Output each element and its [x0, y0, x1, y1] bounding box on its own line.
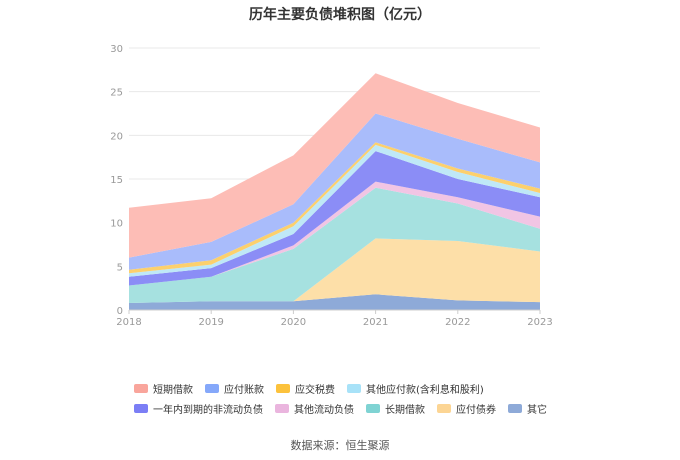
legend-label: 应付账款 — [224, 384, 264, 396]
y-tick-label: 10 — [110, 219, 123, 230]
y-tick-label: 5 — [117, 262, 123, 273]
legend-swatch — [437, 403, 451, 413]
legend-label: 应交税费 — [295, 384, 335, 396]
series-area-7 — [129, 113, 540, 270]
y-tick-label: 0 — [117, 306, 123, 317]
legend-item[interactable]: 其它 — [508, 401, 547, 416]
x-tick-label: 2018 — [116, 317, 141, 328]
legend-swatch — [275, 403, 289, 413]
x-tick-label: 2021 — [363, 317, 388, 328]
legend-label: 应付债券 — [456, 404, 496, 416]
legend-item[interactable]: 其他流动负债 — [275, 401, 354, 416]
axes: 0 5 10 15 20 25 30 2018 2019 2020 2021 2022 2023 — [110, 44, 552, 328]
legend-label: 其他应付款(含利息和股利) — [366, 384, 484, 396]
legend-row: 一年内到期的非流动负债 其他流动负债 长期借款 应付债券 其它 — [134, 398, 564, 418]
area-series — [129, 73, 540, 310]
legend-label: 其他流动负债 — [294, 404, 354, 416]
legend-swatch — [134, 383, 148, 393]
y-tick-label: 15 — [110, 175, 123, 186]
legend-item[interactable]: 应交税费 — [276, 381, 335, 396]
x-tick-label: 2019 — [198, 317, 223, 328]
legend-swatch — [347, 383, 361, 393]
data-source-note: 数据来源：恒生聚源 — [290, 439, 390, 452]
series-area-8 — [129, 73, 540, 258]
y-tick-label: 30 — [110, 44, 123, 55]
legend-swatch — [276, 383, 290, 393]
legend-item[interactable]: 一年内到期的非流动负债 — [134, 401, 263, 416]
series-area-4 — [129, 151, 540, 286]
legend-item[interactable]: 其他应付款(含利息和股利) — [347, 381, 484, 396]
legend-item[interactable]: 应付账款 — [205, 381, 264, 396]
series-area-0 — [129, 294, 540, 310]
legend-swatch — [134, 403, 148, 413]
legend-row: 短期借款 应付账款 应交税费 其他应付款(含利息和股利) — [134, 378, 564, 398]
legend-item[interactable]: 长期借款 — [366, 401, 425, 416]
legend-swatch — [205, 383, 219, 393]
legend-item[interactable]: 应付债券 — [437, 401, 496, 416]
y-tick-label: 25 — [110, 88, 123, 99]
legend-item[interactable]: 短期借款 — [134, 381, 193, 396]
x-tick-label: 2022 — [445, 317, 470, 328]
legend-label: 其它 — [527, 404, 547, 416]
legend-swatch — [366, 403, 380, 413]
legend-label: 一年内到期的非流动负债 — [153, 404, 263, 416]
legend-swatch — [508, 403, 522, 413]
x-tick-label: 2020 — [281, 317, 306, 328]
legend-label: 长期借款 — [385, 404, 425, 416]
y-tick-label: 20 — [110, 131, 123, 142]
legend: 短期借款 应付账款 应交税费 其他应付款(含利息和股利) 一年内到期的非流动负债 其他流动… — [134, 378, 564, 418]
series-area-2 — [129, 187, 540, 303]
chart-title: 历年主要负债堆积图（亿元） — [249, 7, 431, 23]
legend-label: 短期借款 — [153, 384, 193, 396]
x-tick-label: 2023 — [527, 317, 552, 328]
series-area-1 — [129, 238, 540, 303]
